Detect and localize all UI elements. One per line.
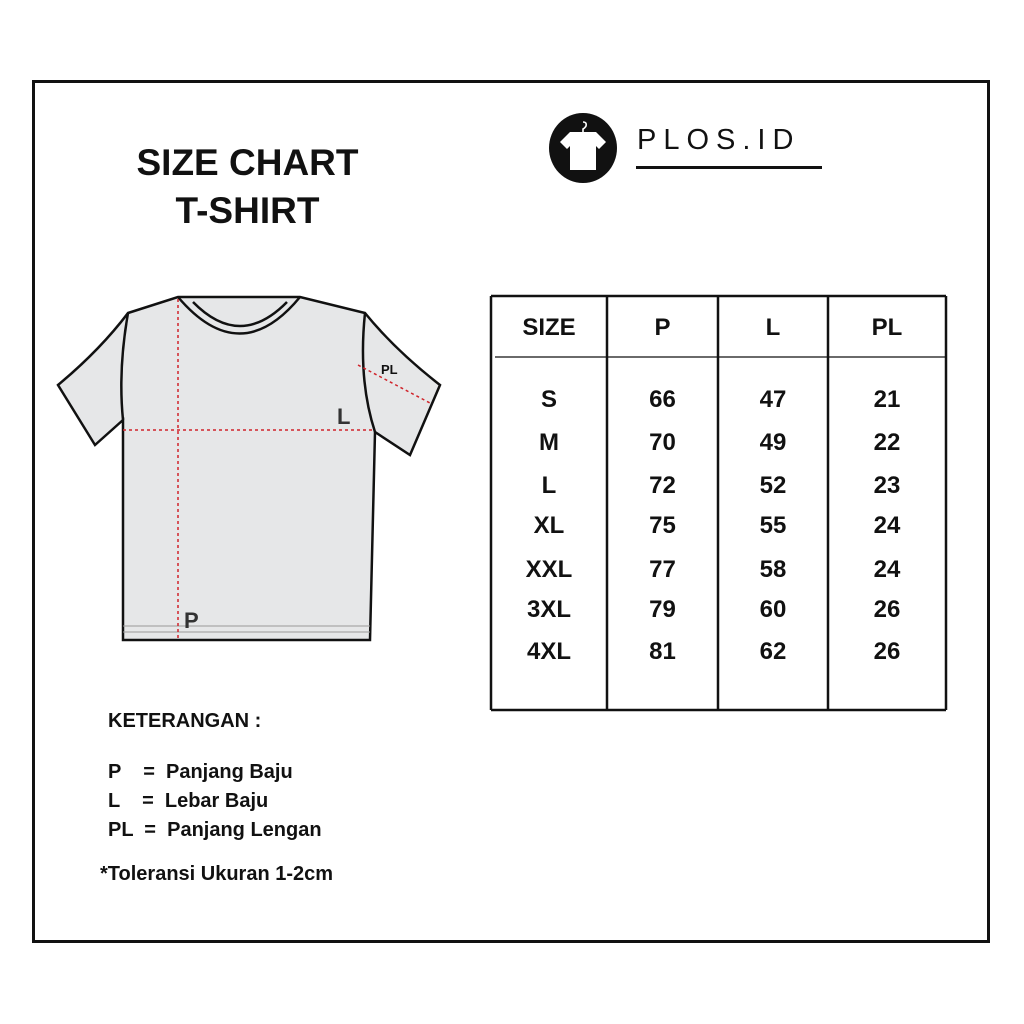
tolerance-note: *Toleransi Ukuran 1-2cm [100,863,334,885]
measure-cell: 52 [759,472,787,499]
measure-cell: 62 [759,638,787,665]
length-label: P [184,608,199,633]
size-cell: XL [533,512,565,539]
table-header-cell: PL [871,314,903,341]
size-cell: M [539,429,559,456]
table-header-cell: SIZE [522,314,576,341]
tshirt-collar [177,296,301,335]
measure-cell: 79 [649,596,676,623]
measure-cell: 55 [759,512,787,539]
sleeve-measure-line [357,364,431,404]
tshirt-sleeve-seams [120,312,377,433]
measure-cell: 58 [759,556,787,583]
measure-cell: 49 [759,429,787,456]
measure-cell: 26 [873,638,901,665]
measure-cell: 22 [873,429,901,456]
size-cell: XXL [525,556,573,583]
measure-cell: 72 [649,472,676,499]
measure-cell: 24 [873,556,901,583]
measure-cell: 66 [649,386,676,413]
measure-cell: 75 [649,512,676,539]
page-frame [32,80,990,943]
brand-name: PLOS.ID [637,124,801,156]
measure-cell: 81 [649,638,676,665]
legend-item: PL = Panjang Lengan [108,819,322,841]
size-cell: S [540,386,557,413]
tshirt-hanger-icon [549,113,617,183]
size-cell: 3XL [526,596,571,623]
legend-item: L = Lebar Baju [108,790,269,812]
title-line-1: SIZE CHART [136,142,359,183]
brand-underline [636,166,822,169]
size-cell: L [541,472,557,499]
legend-item: P = Panjang Baju [108,761,293,783]
measure-cell: 47 [759,386,787,413]
title-line-2: T-SHIRT [175,190,320,231]
table-header-cell: P [654,314,671,341]
measure-cell: 60 [759,596,787,623]
measure-cell: 24 [873,512,901,539]
size-cell: 4XL [526,638,571,665]
sleeve-label: PL [381,362,398,377]
measure-cell: 70 [649,429,676,456]
table-header-cell: L [765,314,781,341]
tshirt-outline [56,295,442,642]
measure-cell: 23 [873,472,901,499]
measure-cell: 26 [873,596,901,623]
legend-heading: KETERANGAN : [108,710,262,732]
measure-cell: 77 [649,556,676,583]
width-label: L [337,404,350,429]
measure-cell: 21 [873,386,901,413]
